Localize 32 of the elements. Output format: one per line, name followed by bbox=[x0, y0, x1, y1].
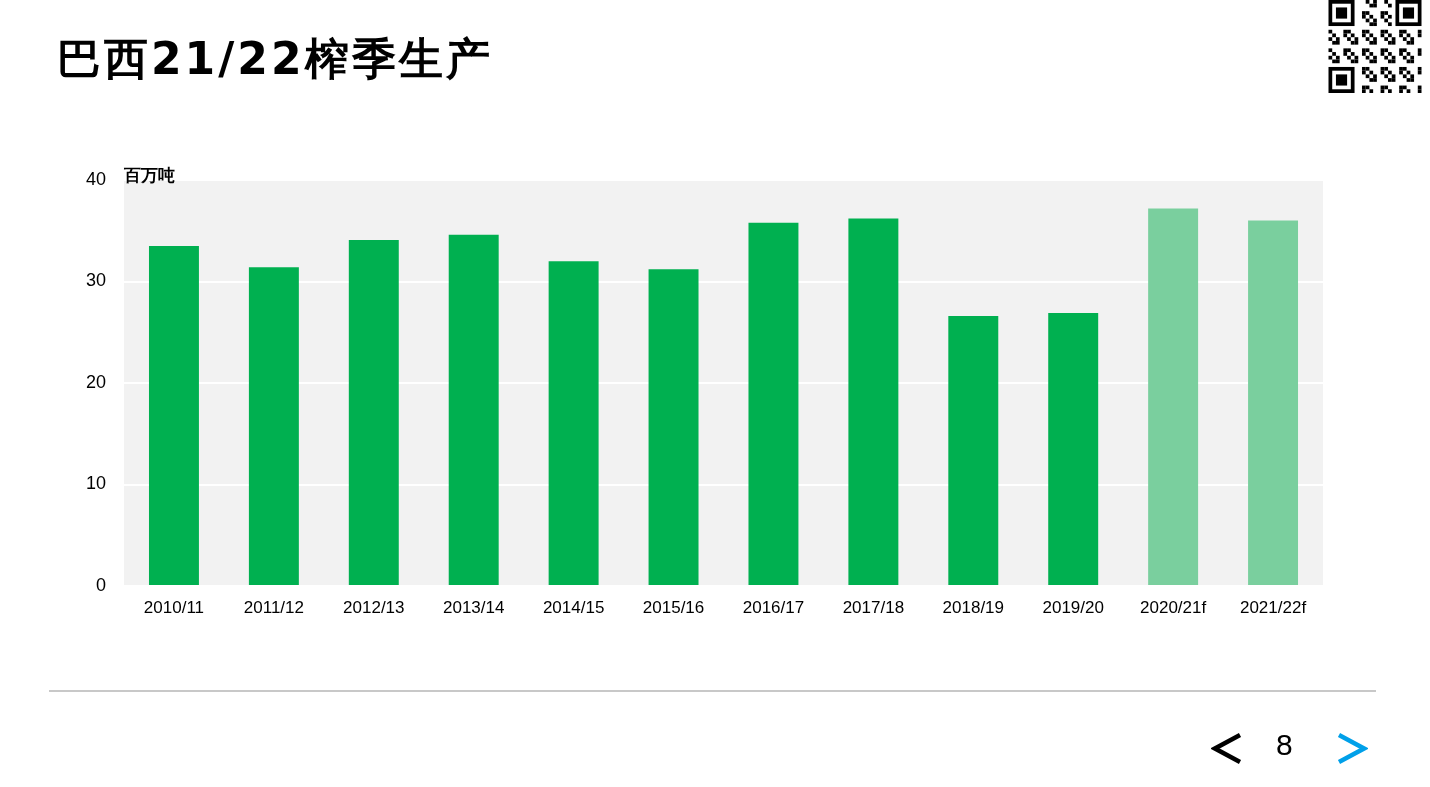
bar bbox=[248, 267, 299, 585]
x-tick-label: 2013/14 bbox=[442, 597, 505, 617]
bar bbox=[348, 239, 399, 585]
y-tick-label: 40 bbox=[85, 168, 106, 189]
y-tick-label: 20 bbox=[85, 371, 106, 392]
bar bbox=[648, 269, 699, 585]
x-tick-label: 2015/16 bbox=[642, 597, 705, 617]
bar bbox=[148, 245, 199, 585]
x-tick-label: 2010/11 bbox=[143, 597, 205, 617]
text: 8 bbox=[1276, 728, 1293, 761]
bar bbox=[748, 222, 799, 585]
bar bbox=[548, 261, 599, 585]
x-tick-label: 2016/17 bbox=[742, 597, 805, 617]
x-tick-label: 2020/21f bbox=[1140, 597, 1207, 617]
x-tick-label: 2017/18 bbox=[842, 597, 905, 617]
y-tick-label: 10 bbox=[85, 473, 106, 494]
chart-title: 巴西21/22榨季生产 bbox=[57, 32, 493, 86]
x-tick-label: 2018/19 bbox=[942, 597, 1005, 617]
bar bbox=[448, 234, 499, 585]
x-tick-label: 2014/15 bbox=[542, 597, 605, 617]
x-tick-label: 2021/22f bbox=[1239, 597, 1307, 617]
y-axis-title: 百万吨 bbox=[123, 165, 175, 185]
bar bbox=[848, 218, 899, 585]
y-tick-label: 0 bbox=[95, 574, 106, 595]
bar bbox=[1048, 312, 1099, 585]
y-tick-label: 30 bbox=[85, 270, 106, 291]
bar bbox=[948, 316, 999, 585]
x-tick-label: 2012/13 bbox=[343, 597, 405, 617]
x-tick-label: 2011/12 bbox=[243, 597, 304, 617]
x-tick-label: 2019/20 bbox=[1042, 597, 1104, 617]
bar bbox=[1248, 220, 1299, 585]
bar bbox=[1148, 208, 1199, 585]
